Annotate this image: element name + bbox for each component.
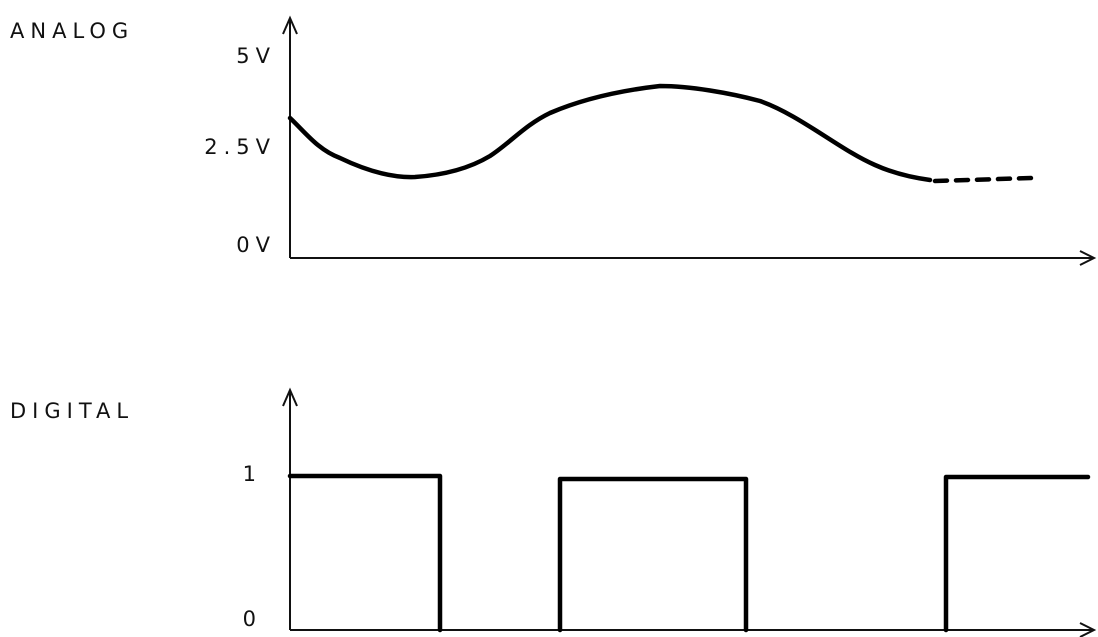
analog-title: ANALOG — [10, 19, 134, 43]
analog-level-label: 5V — [236, 44, 276, 68]
analog-y-axis — [282, 15, 298, 258]
digital-level-label: 0 — [243, 607, 262, 631]
digital-y-axis — [282, 387, 298, 630]
analog-level-label: 0V — [236, 233, 276, 257]
analog-level-label: 2.5V — [204, 135, 276, 159]
analog-signal — [287, 83, 933, 183]
digital-x-axis — [290, 622, 1097, 637]
digital-level-label: 1 — [243, 462, 262, 486]
digital-signal — [287, 473, 1091, 633]
analog-x-axis — [290, 250, 1097, 266]
analog-signal-continuation — [932, 175, 1035, 184]
digital-title: DIGITAL — [10, 399, 134, 423]
